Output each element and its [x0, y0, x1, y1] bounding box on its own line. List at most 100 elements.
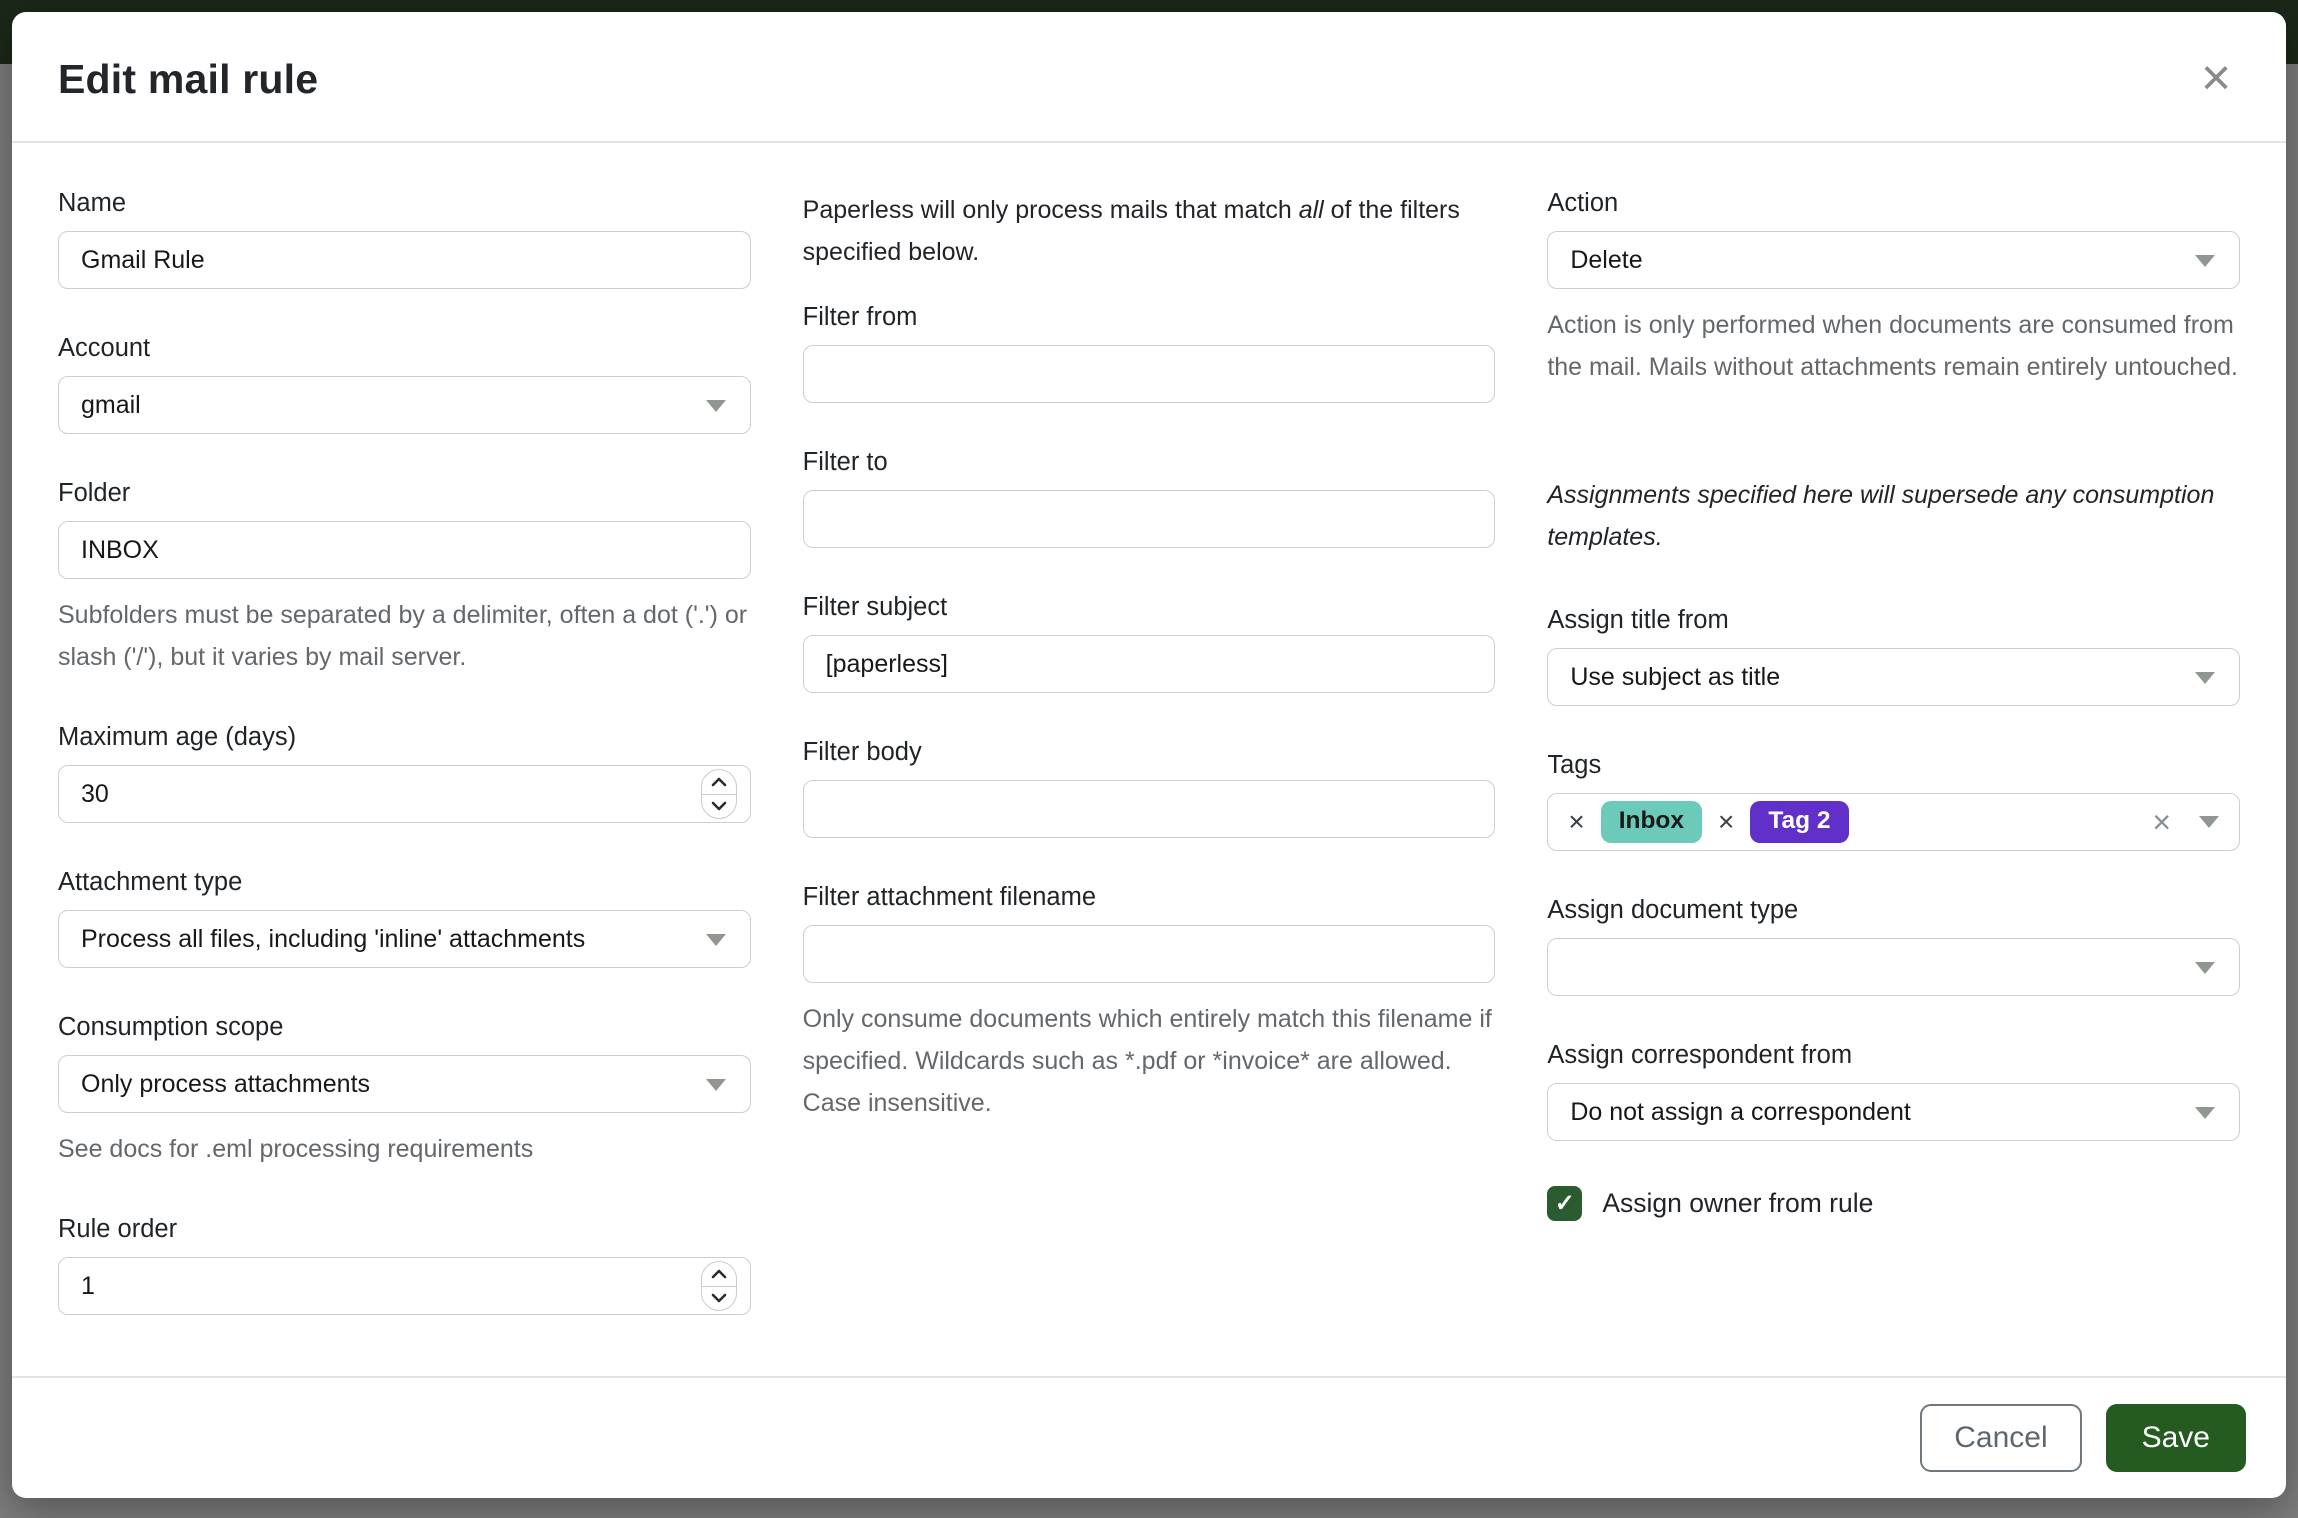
filter-to-input[interactable]: [802, 490, 1496, 548]
folder-label: Folder: [58, 479, 131, 507]
attachment-type-label: Attachment type: [58, 868, 243, 896]
remove-tag-icon[interactable]: ×: [1718, 806, 1735, 837]
filter-from-label: Filter from: [802, 303, 918, 331]
chevron-down-icon: [705, 1079, 726, 1091]
rule-order-stepper[interactable]: [700, 1261, 737, 1311]
filter-to-label: Filter to: [802, 448, 888, 476]
account-label: Account: [58, 334, 151, 362]
remove-tag-icon[interactable]: ×: [1568, 806, 1585, 837]
filter-attachment-filename-help-text: Only consume documents which entirely ma…: [802, 1005, 1492, 1117]
dialog-footer: Cancel Save: [12, 1376, 2286, 1498]
consumption-scope-label: Consumption scope: [58, 1013, 284, 1041]
filter-body-label: Filter body: [802, 738, 922, 766]
filter-from-input[interactable]: [802, 345, 1496, 403]
tags-controls: ×: [2152, 806, 2219, 838]
field-name: Name: [58, 189, 751, 289]
max-age-number-field: [58, 765, 751, 823]
chevron-down-icon: [2195, 1107, 2215, 1119]
edit-mail-rule-dialog: Edit mail rule × Name Account gmail Fold…: [12, 12, 2286, 1498]
chevron-down-icon[interactable]: [2199, 816, 2219, 828]
field-filter-from: Filter from: [802, 303, 1496, 403]
assign-correspondent-from-select[interactable]: Do not assign a correspondent: [1547, 1083, 2240, 1141]
tag-chip-tag2: Tag 2: [1750, 801, 1849, 843]
filter-attachment-filename-input[interactable]: [802, 925, 1496, 983]
close-button[interactable]: ×: [2190, 52, 2242, 104]
field-folder: Folder Subfolders must be separated by a…: [58, 479, 751, 678]
field-consumption-scope: Consumption scope Only process attachmen…: [58, 1013, 751, 1170]
tags-multiselect[interactable]: × Inbox × Tag 2 ×: [1547, 793, 2240, 851]
field-tags: Tags × Inbox × Tag 2 ×: [1547, 751, 2240, 851]
tags-label: Tags: [1547, 751, 1602, 779]
close-icon: ×: [2200, 49, 2232, 107]
field-filter-body: Filter body: [802, 738, 1496, 838]
stepper-up-icon[interactable]: [701, 770, 736, 795]
assign-document-type-label: Assign document type: [1547, 896, 1799, 924]
attachment-type-select[interactable]: Process all files, including 'inline' at…: [58, 910, 751, 968]
chevron-down-icon: [2195, 962, 2215, 974]
save-button[interactable]: Save: [2105, 1404, 2246, 1472]
dialog-header: Edit mail rule ×: [12, 12, 2286, 143]
max-age-input[interactable]: [58, 765, 751, 823]
field-assign-owner: ✓ Assign owner from rule: [1547, 1186, 2240, 1221]
assign-title-from-select[interactable]: Use subject as title: [1547, 648, 2240, 706]
field-max-age: Maximum age (days): [58, 723, 751, 823]
intro-italic-all: all: [1298, 196, 1324, 224]
field-rule-order: Rule order: [58, 1215, 751, 1315]
assign-correspondent-from-selected-value: Do not assign a correspondent: [1570, 1097, 1911, 1126]
chevron-down-icon: [2195, 672, 2215, 684]
action-label: Action: [1547, 189, 1619, 217]
column-middle: Paperless will only process mails that m…: [802, 189, 1496, 1376]
field-filter-to: Filter to: [802, 448, 1496, 548]
action-select[interactable]: Delete: [1547, 231, 2240, 289]
clear-tags-icon[interactable]: ×: [2152, 804, 2171, 840]
folder-help-text: Subfolders must be separated by a delimi…: [58, 601, 748, 671]
chevron-down-icon: [705, 934, 726, 946]
chevron-down-icon: [2195, 255, 2215, 267]
filter-subject-label: Filter subject: [802, 593, 948, 621]
account-select[interactable]: gmail: [58, 376, 751, 434]
consumption-scope-help-text: See docs for .eml processing requirement…: [58, 1135, 534, 1163]
account-selected-value: gmail: [81, 390, 141, 419]
filter-subject-input[interactable]: [802, 635, 1496, 693]
rule-order-label: Rule order: [58, 1215, 178, 1243]
dialog-title: Edit mail rule: [58, 56, 319, 102]
assign-correspondent-from-label: Assign correspondent from: [1547, 1041, 1853, 1069]
action-selected-value: Delete: [1570, 245, 1643, 274]
assign-owner-checkbox[interactable]: ✓: [1547, 1186, 1583, 1221]
field-attachment-type: Attachment type Process all files, inclu…: [58, 868, 751, 968]
stepper-up-icon[interactable]: [701, 1262, 736, 1287]
assign-title-from-selected-value: Use subject as title: [1570, 662, 1781, 691]
name-input[interactable]: [58, 231, 751, 289]
consumption-scope-select[interactable]: Only process attachments: [58, 1055, 751, 1113]
attachment-type-selected-value: Process all files, including 'inline' at…: [81, 924, 586, 953]
max-age-label: Maximum age (days): [58, 723, 297, 751]
stepper-down-icon[interactable]: [702, 1287, 736, 1311]
field-assign-correspondent-from: Assign correspondent from Do not assign …: [1547, 1041, 2240, 1141]
assign-owner-label: Assign owner from rule: [1602, 1188, 1874, 1218]
field-assign-document-type: Assign document type: [1547, 896, 2240, 996]
cancel-button[interactable]: Cancel: [1920, 1404, 2082, 1472]
rule-order-input[interactable]: [58, 1257, 751, 1315]
field-assign-title-from: Assign title from Use subject as title: [1547, 606, 2240, 706]
tag-chip-inbox: Inbox: [1600, 801, 1703, 843]
name-label: Name: [58, 189, 127, 217]
field-filter-attachment-filename: Filter attachment filename Only consume …: [802, 883, 1496, 1124]
folder-input[interactable]: [58, 521, 751, 579]
consumption-scope-selected-value: Only process attachments: [81, 1069, 371, 1098]
filter-attachment-filename-label: Filter attachment filename: [802, 883, 1097, 911]
action-help-text: Action is only performed when documents …: [1547, 311, 2238, 381]
checkmark-icon: ✓: [1554, 1190, 1575, 1217]
column-right: Action Delete Action is only performed w…: [1547, 189, 2240, 1376]
max-age-stepper[interactable]: [700, 769, 737, 819]
dialog-body: Name Account gmail Folder Subfolders mus…: [12, 143, 2286, 1376]
field-filter-subject: Filter subject: [802, 593, 1496, 693]
stepper-down-icon[interactable]: [702, 795, 736, 819]
filter-body-input[interactable]: [802, 780, 1496, 838]
column-left: Name Account gmail Folder Subfolders mus…: [58, 189, 751, 1376]
assignments-note: Assignments specified here will supersed…: [1547, 481, 2215, 551]
assign-document-type-select[interactable]: [1547, 938, 2240, 996]
field-account: Account gmail: [58, 334, 751, 434]
field-action: Action Delete Action is only performed w…: [1547, 189, 2240, 388]
rule-order-number-field: [58, 1257, 751, 1315]
assign-title-from-label: Assign title from: [1547, 606, 1729, 634]
